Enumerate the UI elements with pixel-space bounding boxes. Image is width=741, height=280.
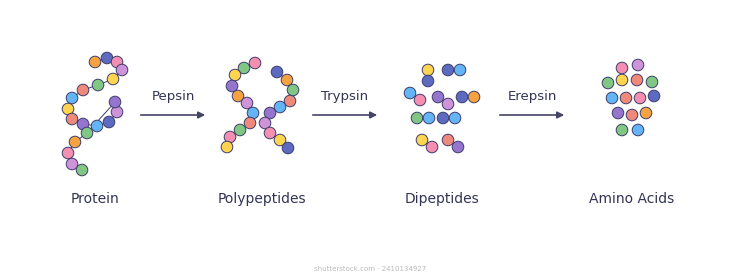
Circle shape <box>442 64 453 76</box>
Text: Protein: Protein <box>70 192 119 206</box>
Circle shape <box>91 120 103 132</box>
Circle shape <box>620 92 632 104</box>
Circle shape <box>102 52 113 64</box>
Circle shape <box>285 95 296 107</box>
Text: Dipeptides: Dipeptides <box>405 192 479 206</box>
Circle shape <box>66 158 78 170</box>
Circle shape <box>234 124 246 136</box>
Circle shape <box>631 74 642 86</box>
Circle shape <box>222 141 233 153</box>
Circle shape <box>437 112 449 124</box>
Circle shape <box>232 90 244 102</box>
Circle shape <box>282 142 293 154</box>
Circle shape <box>225 131 236 143</box>
Circle shape <box>617 124 628 136</box>
Circle shape <box>414 94 426 106</box>
Circle shape <box>632 59 644 71</box>
Circle shape <box>640 107 652 119</box>
Circle shape <box>109 96 121 108</box>
Circle shape <box>245 117 256 129</box>
Circle shape <box>116 64 127 76</box>
Circle shape <box>76 164 87 176</box>
Circle shape <box>229 69 241 81</box>
Circle shape <box>404 87 416 99</box>
Circle shape <box>617 62 628 74</box>
Circle shape <box>247 107 259 119</box>
Circle shape <box>648 90 659 102</box>
Text: Trypsin: Trypsin <box>322 90 368 103</box>
Text: Pepsin: Pepsin <box>151 90 195 103</box>
Circle shape <box>226 80 238 92</box>
Circle shape <box>271 66 283 78</box>
Circle shape <box>92 79 104 91</box>
Circle shape <box>111 56 123 68</box>
Circle shape <box>69 136 81 148</box>
Circle shape <box>632 124 644 136</box>
Circle shape <box>468 91 480 103</box>
Circle shape <box>274 134 286 146</box>
Circle shape <box>422 64 433 76</box>
Circle shape <box>626 109 638 121</box>
Circle shape <box>77 118 89 130</box>
Circle shape <box>288 84 299 96</box>
Circle shape <box>422 75 433 87</box>
Circle shape <box>423 112 435 124</box>
Circle shape <box>606 92 618 104</box>
Circle shape <box>111 106 123 118</box>
Text: shutterstock.com · 2410134927: shutterstock.com · 2410134927 <box>314 266 426 272</box>
Circle shape <box>259 117 270 129</box>
Circle shape <box>612 107 624 119</box>
Text: Amino Acids: Amino Acids <box>589 192 674 206</box>
Circle shape <box>265 127 276 139</box>
Circle shape <box>602 77 614 89</box>
Circle shape <box>634 92 646 104</box>
Circle shape <box>107 73 119 85</box>
Circle shape <box>442 98 453 110</box>
Circle shape <box>454 64 466 76</box>
Circle shape <box>426 141 438 153</box>
Circle shape <box>66 113 78 125</box>
Circle shape <box>249 57 261 69</box>
Circle shape <box>452 141 464 153</box>
Circle shape <box>77 84 89 96</box>
Circle shape <box>265 107 276 119</box>
Circle shape <box>432 91 444 103</box>
Circle shape <box>411 112 423 124</box>
Circle shape <box>103 116 115 128</box>
Circle shape <box>242 97 253 109</box>
Circle shape <box>456 91 468 103</box>
Circle shape <box>62 147 74 159</box>
Text: Erepsin: Erepsin <box>508 90 556 103</box>
Circle shape <box>646 76 658 88</box>
Circle shape <box>416 134 428 146</box>
Circle shape <box>442 134 453 146</box>
Text: Polypeptides: Polypeptides <box>218 192 306 206</box>
Circle shape <box>89 56 101 68</box>
Circle shape <box>82 127 93 139</box>
Circle shape <box>617 74 628 86</box>
Circle shape <box>62 103 74 115</box>
Circle shape <box>281 74 293 86</box>
Circle shape <box>238 62 250 74</box>
Circle shape <box>449 112 461 124</box>
Circle shape <box>274 101 286 113</box>
Circle shape <box>66 92 78 104</box>
